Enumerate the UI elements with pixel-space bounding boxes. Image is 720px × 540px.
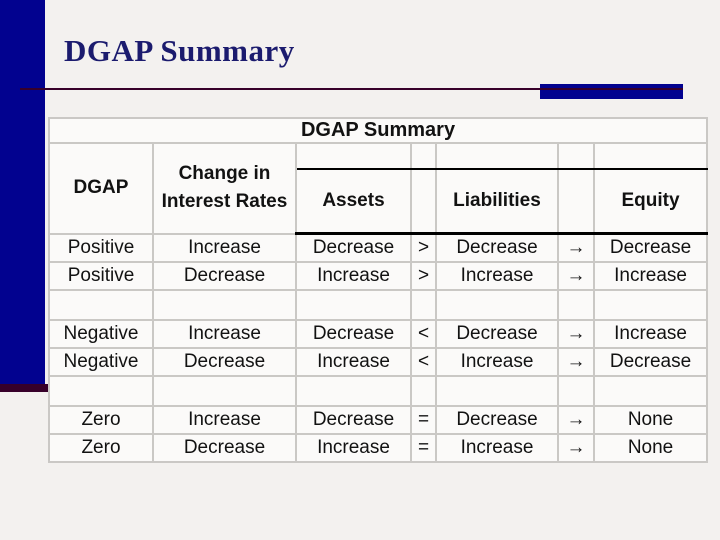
title-accent-rectangle (540, 84, 683, 99)
cell-arrow: → (557, 347, 595, 377)
cell-comparison: = (410, 405, 437, 435)
left-accent-bar-footer (0, 384, 48, 392)
cell-change: Decrease (152, 261, 297, 291)
cell-equity: Decrease (592, 347, 709, 377)
header-strip-cell (295, 142, 412, 170)
table-title-row: DGAP Summary (47, 117, 709, 144)
header-equity: Equity (592, 168, 709, 235)
cell-equity: Decrease (592, 232, 709, 263)
table-row: Negative Increase Decrease < Decrease → … (48, 319, 709, 349)
cell-liabilities: Decrease (435, 405, 559, 435)
dgap-summary-table: DGAP Summary DGAP Change in Interest Rat… (47, 117, 709, 463)
cell-empty (152, 289, 297, 321)
cell-assets: Increase (295, 261, 412, 291)
cell-change: Increase (152, 232, 297, 263)
slide-title: DGAP Summary (64, 33, 295, 68)
cell-dgap: Negative (48, 347, 154, 377)
cell-arrow: → (557, 232, 595, 263)
header-change-in-interest-rates: Change in Interest Rates (152, 142, 297, 235)
header-dgap: DGAP (48, 142, 154, 235)
cell-arrow: → (557, 261, 595, 291)
cell-dgap: Positive (48, 232, 154, 263)
cell-empty (410, 375, 437, 407)
cell-assets: Increase (295, 347, 412, 377)
cell-comparison: > (410, 261, 437, 291)
cell-assets: Increase (295, 433, 412, 463)
cell-arrow: → (557, 405, 595, 435)
header-assets: Assets (295, 168, 412, 235)
title-underline (20, 88, 683, 90)
header-strip-cell (410, 142, 437, 170)
header-spacer-cell (557, 168, 595, 235)
table-title: DGAP Summary (47, 117, 709, 144)
cell-empty (295, 289, 412, 321)
cell-empty (592, 375, 709, 407)
header-liabilities: Liabilities (435, 168, 559, 235)
table-spacer-row (48, 289, 709, 321)
left-accent-bar (0, 0, 45, 385)
cell-comparison: < (410, 319, 437, 349)
header-strip-cell (592, 142, 709, 170)
cell-assets: Decrease (295, 319, 412, 349)
cell-empty (48, 289, 154, 321)
cell-change: Increase (152, 319, 297, 349)
cell-empty (295, 375, 412, 407)
cell-assets: Decrease (295, 405, 412, 435)
table-row: Zero Increase Decrease = Decrease → None (48, 405, 709, 435)
cell-dgap: Zero (48, 405, 154, 435)
cell-empty (557, 289, 595, 321)
cell-empty (435, 289, 559, 321)
table-row: Zero Decrease Increase = Increase → None (48, 433, 709, 463)
cell-empty (410, 289, 437, 321)
table-header-row-top: DGAP Change in Interest Rates (48, 142, 709, 235)
cell-equity: Increase (592, 261, 709, 291)
table-row: Positive Increase Decrease > Decrease → … (48, 232, 709, 263)
cell-empty (152, 375, 297, 407)
cell-arrow: → (557, 433, 595, 463)
cell-liabilities: Increase (435, 347, 559, 377)
cell-equity: Increase (592, 319, 709, 349)
cell-comparison: > (410, 232, 437, 263)
cell-dgap: Negative (48, 319, 154, 349)
cell-liabilities: Increase (435, 433, 559, 463)
table-header-row-labels: Assets Liabilities Equity (49, 168, 709, 235)
cell-comparison: < (410, 347, 437, 377)
cell-liabilities: Decrease (435, 232, 559, 263)
header-strip-cell (435, 142, 559, 170)
cell-dgap: Positive (48, 261, 154, 291)
cell-change: Decrease (152, 347, 297, 377)
table-row: Negative Decrease Increase < Increase → … (48, 347, 709, 377)
table-spacer-row (48, 375, 709, 407)
cell-assets: Decrease (295, 232, 412, 263)
cell-empty (48, 375, 154, 407)
cell-equity: None (592, 405, 709, 435)
table-row: Positive Decrease Increase > Increase → … (48, 261, 709, 291)
cell-empty (592, 289, 709, 321)
cell-liabilities: Increase (435, 261, 559, 291)
cell-change: Increase (152, 405, 297, 435)
cell-empty (435, 375, 559, 407)
header-strip-cell (557, 142, 595, 170)
table-container: DGAP Summary DGAP Change in Interest Rat… (47, 117, 709, 463)
cell-comparison: = (410, 433, 437, 463)
cell-change: Decrease (152, 433, 297, 463)
cell-arrow: → (557, 319, 595, 349)
header-spacer-cell (410, 168, 437, 235)
cell-liabilities: Decrease (435, 319, 559, 349)
cell-empty (557, 375, 595, 407)
cell-dgap: Zero (48, 433, 154, 463)
cell-equity: None (592, 433, 709, 463)
